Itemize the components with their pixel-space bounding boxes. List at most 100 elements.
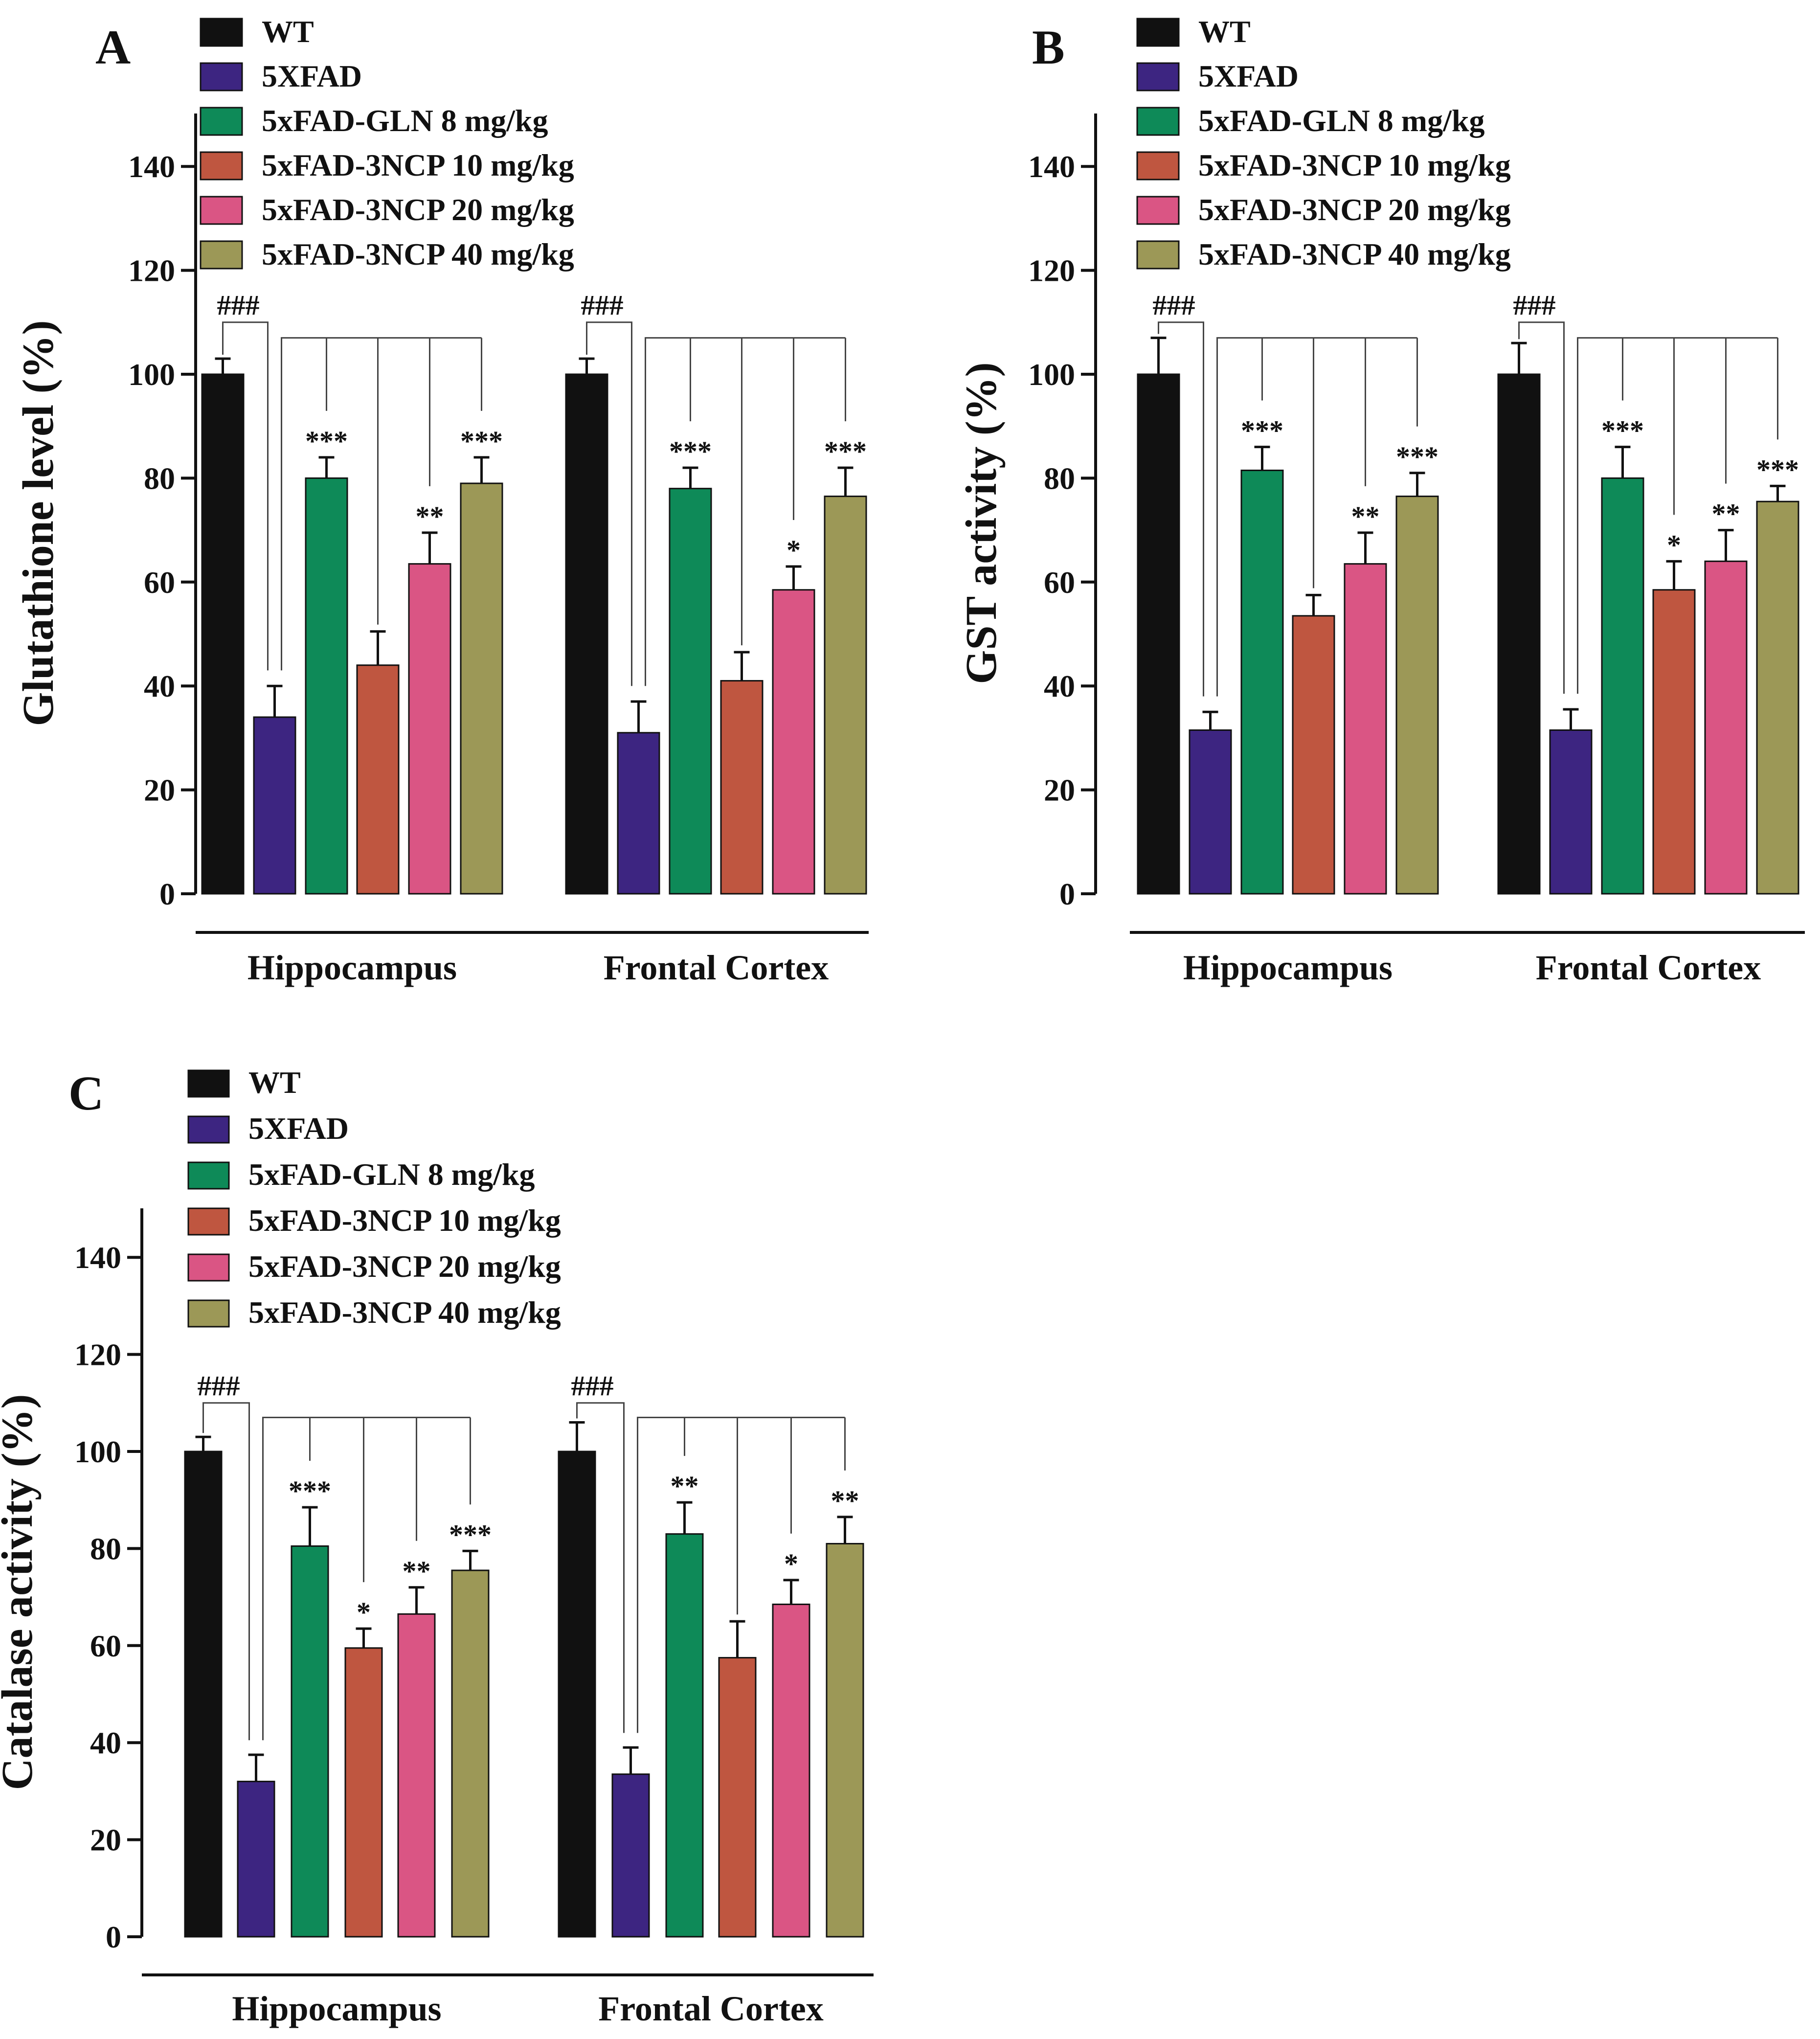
- legend-swatch: [200, 151, 243, 181]
- y-axis-title: Catalase activity (%): [0, 1394, 42, 1790]
- significance-label: ***: [460, 425, 503, 457]
- panel-letter: C: [68, 1066, 104, 1120]
- legend-label: 5XFAD: [248, 1111, 349, 1146]
- legend-label: 5xFAD-GLN 8 mg/kg: [262, 103, 548, 138]
- legend-swatch: [187, 1299, 230, 1328]
- y-axis-title: Glutathione level (%): [14, 320, 63, 726]
- bar-frontal-cortex-4: [720, 680, 764, 895]
- hash-significance-label: ###: [581, 289, 624, 321]
- bar-frontal-cortex-4: [1652, 589, 1696, 895]
- y-tick-label: 40: [144, 669, 175, 703]
- legend-swatch: [1136, 240, 1180, 270]
- bar-hippocampus-3: [291, 1545, 329, 1938]
- bar-frontal-cortex-6: [824, 496, 867, 895]
- y-tick-label: 100: [1028, 357, 1075, 392]
- bar-hippocampus-3: [1240, 469, 1284, 895]
- x-category-label: Hippocampus: [232, 1989, 441, 2028]
- legend-swatch: [1136, 107, 1180, 136]
- hash-significance-label: ###: [198, 1370, 240, 1402]
- legend-label: 5xFAD-3NCP 40 mg/kg: [262, 237, 574, 272]
- bar-hippocampus-5: [1344, 563, 1387, 895]
- legend-swatch: [187, 1253, 230, 1282]
- bar-frontal-cortex-3: [665, 1533, 704, 1938]
- significance-label: ***: [824, 435, 867, 467]
- bar-frontal-cortex-5: [772, 1603, 810, 1938]
- bracket-wt-vs-5xfad: [202, 1402, 250, 1741]
- bracket-5xfad-vs-treatments: [262, 1417, 471, 1741]
- x-category-label: Frontal Cortex: [604, 948, 829, 987]
- legend-label: WT: [1198, 14, 1251, 49]
- bracket-wt-vs-5xfad: [586, 321, 632, 686]
- bar-hippocampus-4: [1292, 615, 1335, 895]
- significance-label: **: [403, 1555, 431, 1587]
- bar-group-frontal-cortex: *********###Frontal Cortex: [1497, 289, 1799, 987]
- y-tick-label: 0: [159, 877, 175, 911]
- legend-label: 5xFAD-3NCP 40 mg/kg: [1198, 237, 1511, 272]
- bar-hippocampus-2: [253, 716, 296, 895]
- bar-group-hippocampus: ********###Hippocampus: [1137, 289, 1439, 987]
- bar-hippocampus-1: [201, 373, 245, 895]
- legend-label: 5XFAD: [262, 59, 362, 93]
- bar-group-frontal-cortex: *****###Frontal Cortex: [558, 1370, 864, 2028]
- bar-hippocampus-2: [237, 1781, 275, 1938]
- chart-panel-a: A 0 20 40 60 80 100 120 140 Glutathione level (%)…: [14, 14, 869, 987]
- bar-hippocampus-4: [344, 1647, 383, 1938]
- significance-label: ***: [1241, 415, 1283, 447]
- y-tick-label: 60: [1044, 565, 1075, 600]
- significance-label: *: [357, 1596, 371, 1628]
- bar-group-frontal-cortex: *******###Frontal Cortex: [565, 289, 867, 987]
- significance-label: **: [1351, 500, 1380, 532]
- legend-label: 5xFAD-3NCP 20 mg/kg: [1198, 192, 1511, 227]
- hash-significance-label: ###: [1153, 289, 1195, 321]
- bar-hippocampus-1: [1137, 373, 1180, 895]
- y-tick-label: 80: [90, 1531, 121, 1566]
- y-tick-label: 100: [74, 1434, 121, 1469]
- significance-label: ***: [305, 425, 348, 457]
- y-tick-label: 140: [74, 1240, 121, 1275]
- legend-label: 5xFAD-GLN 8 mg/kg: [1198, 103, 1484, 138]
- legend-swatch: [187, 1207, 230, 1236]
- y-tick-label: 60: [90, 1629, 121, 1663]
- significance-label: **: [1712, 498, 1740, 530]
- legend-label: 5xFAD-3NCP 40 mg/kg: [248, 1295, 561, 1330]
- y-tick-label: 80: [144, 461, 175, 496]
- legend-swatch: [200, 240, 243, 270]
- significance-label: *: [784, 1548, 798, 1580]
- y-tick-label: 80: [1044, 461, 1075, 496]
- legend-label: 5XFAD: [1198, 59, 1299, 93]
- bar-hippocampus-6: [460, 482, 503, 895]
- significance-label: *: [1667, 529, 1681, 561]
- bar-frontal-cortex-2: [1549, 729, 1593, 895]
- bar-frontal-cortex-1: [1497, 373, 1541, 895]
- bar-hippocampus-5: [408, 563, 451, 895]
- legend-swatch: [187, 1161, 230, 1190]
- bar-frontal-cortex-3: [1601, 477, 1644, 895]
- legend-swatch: [187, 1069, 230, 1098]
- bar-hippocampus-3: [305, 477, 348, 895]
- x-category-label: Hippocampus: [1183, 948, 1393, 987]
- significance-label: **: [671, 1470, 699, 1502]
- legend-swatch: [187, 1115, 230, 1144]
- y-tick-label: 40: [1044, 669, 1075, 703]
- significance-label: ***: [669, 435, 712, 467]
- bar-frontal-cortex-3: [669, 488, 712, 895]
- y-tick-label: 140: [1028, 149, 1075, 184]
- significance-label: ***: [1756, 453, 1799, 485]
- legend-swatch: [1136, 62, 1180, 91]
- legend-swatch: [1136, 18, 1180, 47]
- x-category-label: Hippocampus: [247, 948, 457, 987]
- hash-significance-label: ###: [217, 289, 260, 321]
- y-tick-label: 120: [1028, 253, 1075, 288]
- significance-label: ***: [449, 1518, 492, 1550]
- legend-label: 5xFAD-3NCP 10 mg/kg: [262, 148, 574, 182]
- bar-group-hippocampus: *********###Hippocampus: [184, 1370, 492, 2028]
- bar-frontal-cortex-5: [772, 589, 815, 895]
- bracket-wt-vs-5xfad: [576, 1402, 625, 1733]
- y-tick-label: 140: [128, 149, 175, 184]
- y-axis-title: GST activity (%): [957, 362, 1006, 684]
- bar-hippocampus-2: [1189, 729, 1232, 895]
- bracket-5xfad-vs-treatments: [637, 1417, 845, 1733]
- bracket-5xfad-vs-treatments: [645, 337, 846, 686]
- bar-frontal-cortex-6: [826, 1542, 864, 1938]
- y-tick-label: 0: [106, 1920, 121, 1954]
